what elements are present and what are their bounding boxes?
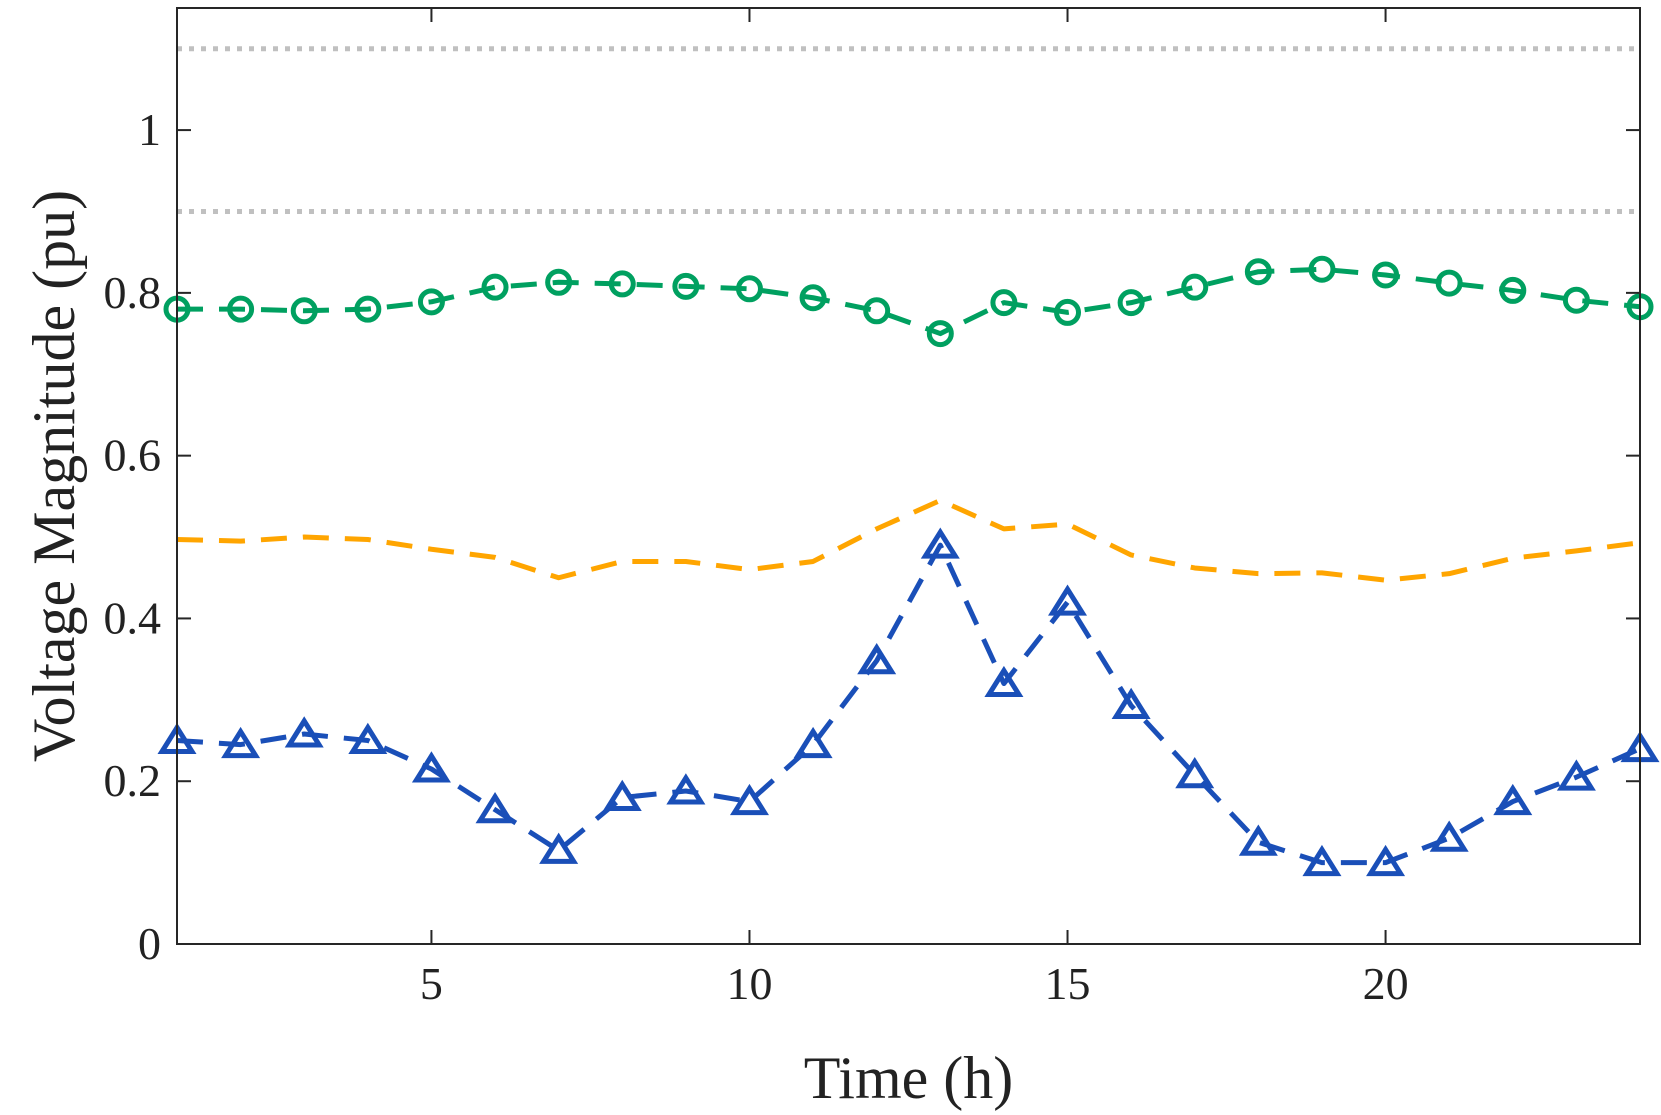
x-tick-label: 10 (726, 958, 772, 1009)
x-axis-label: Time (h) (804, 1045, 1013, 1111)
y-tick-label: 0.2 (104, 755, 162, 806)
blue-triangles-point (1493, 783, 1533, 816)
green-circles-point (1054, 298, 1082, 326)
blue-triangles-point (1302, 844, 1342, 877)
blue-triangles-point (348, 722, 388, 755)
y-tick-label: 0 (138, 918, 161, 969)
x-tick-label: 20 (1363, 958, 1409, 1009)
green-circles-point (1435, 269, 1463, 297)
green-circles-point (290, 297, 318, 325)
blue-triangles-point (857, 643, 897, 675)
x-tick-label: 5 (420, 958, 443, 1009)
blue-triangles-point (1048, 584, 1088, 616)
blue-triangles-line (176, 542, 1642, 866)
green-circles-point (1181, 273, 1209, 301)
blue-triangles-point (411, 751, 451, 783)
blue-triangles-point (602, 779, 642, 811)
green-circles-point (735, 275, 763, 303)
green-circles-point (354, 295, 382, 323)
green-circles-line (177, 266, 1641, 337)
blue-triangles-point (1429, 820, 1469, 852)
x-tick-label: 15 (1045, 958, 1091, 1009)
blue-triangles-point (1238, 824, 1278, 856)
blue-triangles-point (1111, 687, 1151, 720)
green-circles-point (1117, 289, 1145, 317)
green-circles-point (926, 320, 954, 348)
green-circles-point (608, 270, 636, 298)
green-circles-point (1562, 286, 1590, 314)
green-circles-point (481, 273, 509, 301)
green-circles-point (863, 297, 891, 325)
green-circles-point (1372, 261, 1400, 289)
green-circles-point (990, 289, 1018, 317)
green-circles-point (1499, 276, 1527, 304)
blue-triangles-point (1556, 759, 1596, 791)
y-tick-label: 0.4 (104, 592, 162, 643)
blue-triangles-series (157, 527, 1660, 877)
green-circles-point (1244, 258, 1272, 286)
plot-frame (176, 7, 1641, 945)
reference-lines (177, 46, 1640, 214)
y-tick-label: 1 (138, 104, 161, 155)
y-tick-label: 0.8 (104, 267, 162, 318)
blue-triangles-point (475, 791, 515, 824)
green-circles-series (163, 255, 1654, 348)
blue-triangles-point (1366, 844, 1406, 877)
blue-triangles-point (729, 783, 769, 816)
green-circles-point (1308, 255, 1336, 283)
blue-triangles-point (1175, 756, 1215, 789)
green-circles-point (672, 272, 700, 300)
orange-dashed-series (176, 497, 1641, 583)
series-layer (157, 255, 1660, 877)
y-axis-label: Voltage Magnitude (pu) (21, 190, 87, 762)
green-circles-point (545, 268, 573, 296)
green-circles-point (799, 284, 827, 312)
green-circles-point (417, 288, 445, 316)
blue-triangles-point (284, 716, 324, 748)
green-circles-point (227, 295, 255, 323)
blue-triangles-point (984, 665, 1024, 698)
y-tick-label: 0.6 (104, 430, 162, 481)
orange-dashed-line (176, 497, 1641, 583)
blue-triangles-point (793, 726, 833, 759)
blue-triangles-point (539, 832, 579, 864)
ticks: 5 10 15 20 0 0.2 0.4 0.6 0.8 1 (104, 8, 1640, 1009)
blue-triangles-point (920, 527, 960, 559)
blue-triangles-point (221, 726, 261, 759)
blue-triangles-point (666, 773, 706, 805)
